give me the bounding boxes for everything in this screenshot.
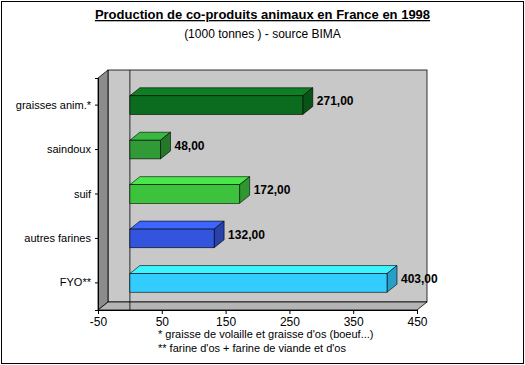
bar-group <box>130 177 250 204</box>
x-tick-mark <box>417 310 418 314</box>
y-tick-mark <box>95 194 98 195</box>
x-tick-mark <box>289 310 290 314</box>
x-tick-label: -50 <box>90 315 108 329</box>
y-tick: suif <box>74 188 98 200</box>
footnotes: * graisse de volaille et graisse d'os (b… <box>158 328 374 354</box>
y-tick-mark <box>95 149 98 150</box>
bar-group <box>130 88 313 115</box>
bar-top <box>130 221 224 229</box>
bar <box>130 185 240 204</box>
x-tick-label: 50 <box>156 315 170 329</box>
y-tick: saindoux <box>47 143 98 155</box>
bar <box>130 140 161 159</box>
x-tick-label: 150 <box>216 315 236 329</box>
y-tick-mark <box>95 282 98 283</box>
back-wall <box>108 70 427 302</box>
x-tick: -50 <box>90 310 108 329</box>
bar <box>130 96 303 115</box>
y-tick: autres farines <box>24 232 98 244</box>
bar-group <box>130 266 397 293</box>
x-tick-mark <box>226 310 227 314</box>
footnote: ** farine d'os + farine de viande et d'o… <box>158 342 346 354</box>
y-tick-label: autres farines <box>24 232 91 244</box>
bar-side <box>240 177 250 204</box>
bar-group <box>130 221 224 248</box>
y-axis-line <box>95 79 99 311</box>
bar-side <box>161 132 171 159</box>
y-tick-label: suif <box>74 188 92 200</box>
x-tick-label: 450 <box>407 315 427 329</box>
bar <box>130 229 214 248</box>
data-label: 271,00 <box>317 94 354 108</box>
chart-container: Production de co-produits animaux en Fra… <box>0 0 525 365</box>
chart-frame <box>2 2 524 364</box>
bar-side <box>214 221 224 248</box>
y-tick-mark <box>95 238 98 239</box>
x-tick-label: 350 <box>344 315 364 329</box>
data-label: 172,00 <box>254 183 291 197</box>
data-label: 132,00 <box>228 228 265 242</box>
y-tick-label: saindoux <box>47 143 92 155</box>
bar-top <box>130 88 313 96</box>
x-axis: -50 50 150 250 350 450 <box>90 310 428 329</box>
bar-side <box>387 266 397 293</box>
floor <box>98 302 427 310</box>
y-tick: FYO** <box>60 276 98 288</box>
x-tick-label: 250 <box>280 315 300 329</box>
x-tick-mark <box>162 310 163 314</box>
bar-top <box>130 266 397 274</box>
x-tick-mark <box>353 310 354 314</box>
chart-subtitle: (1000 tonnes ) - source BIMA <box>184 27 341 41</box>
y-tick: graisses anim.* <box>16 99 98 111</box>
plot-background <box>98 70 427 310</box>
y-tick-label: graisses anim.* <box>16 99 92 111</box>
bar-side <box>303 88 313 115</box>
y-axis: graisses anim.* saindoux suif autres farine… <box>16 79 99 311</box>
chart-title: Production de co-produits animaux en Fra… <box>95 7 430 22</box>
x-tick: 350 <box>344 310 364 329</box>
bars <box>130 88 397 292</box>
data-label: 403,00 <box>401 272 438 286</box>
left-wall <box>98 70 108 310</box>
y-tick-mark <box>95 105 98 106</box>
x-tick: 450 <box>407 310 427 329</box>
x-axis-line <box>99 311 418 315</box>
bar-group <box>130 132 171 159</box>
data-label: 48,00 <box>175 139 205 153</box>
x-tick: 150 <box>216 310 236 329</box>
bar-top <box>130 177 250 185</box>
footnote: * graisse de volaille et graisse d'os (b… <box>158 328 374 340</box>
bar <box>130 274 387 293</box>
x-tick: 250 <box>280 310 300 329</box>
y-tick-label: FYO** <box>60 276 92 288</box>
data-labels: 271,00 48,00 172,00 132,00 403,00 <box>175 94 439 286</box>
x-tick: 50 <box>156 310 170 329</box>
chart-svg: Production de co-produits animaux en Fra… <box>0 0 525 365</box>
